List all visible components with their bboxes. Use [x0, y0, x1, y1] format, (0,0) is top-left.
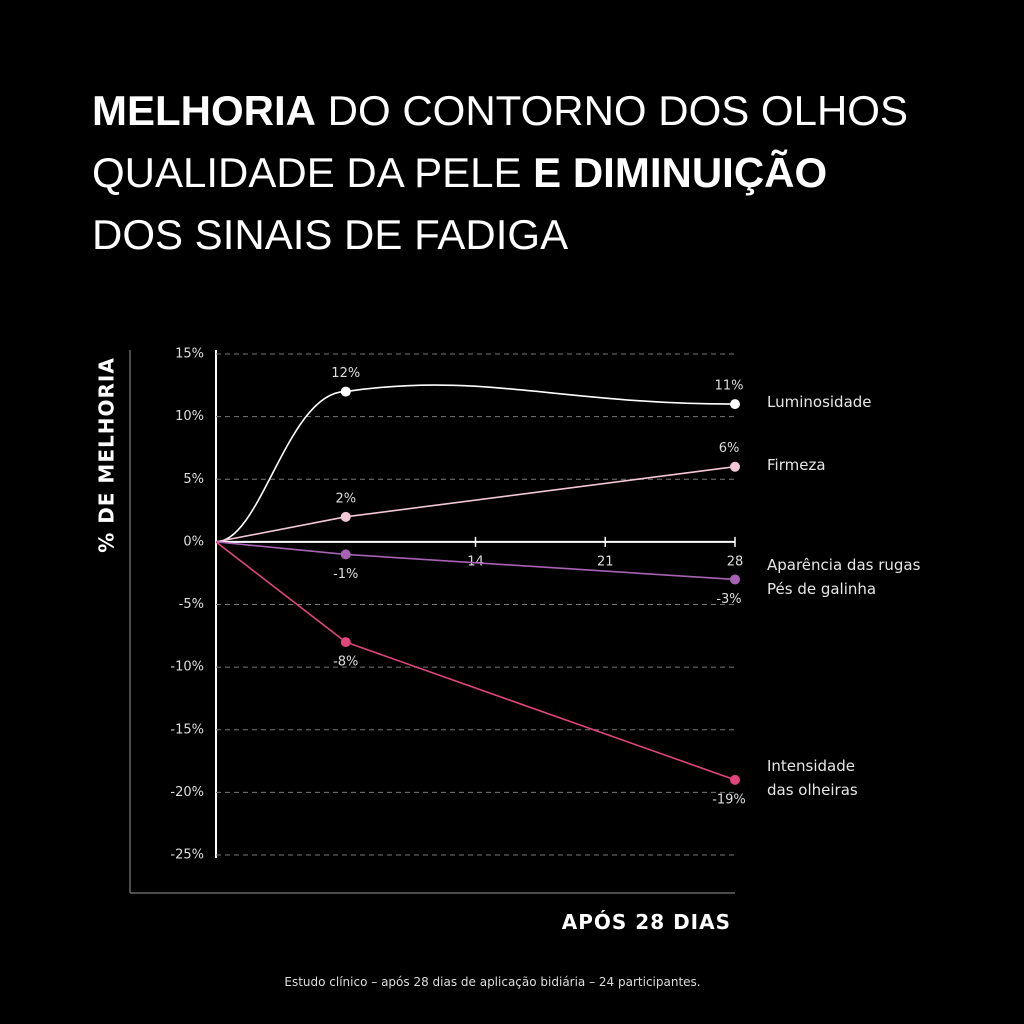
y-tick-label: -15%: [170, 722, 204, 737]
data-point: [730, 574, 740, 585]
title-line: MELHORIA DO CONTORNO DOS OLHOS: [92, 80, 908, 142]
x-tick-label: 21: [597, 554, 614, 569]
legend-label: Luminosidade: [767, 393, 872, 412]
data-label: -3%: [716, 592, 741, 607]
title-part: E DIMINUIÇÃO: [533, 149, 828, 196]
chart-title: MELHORIA DO CONTORNO DOS OLHOS QUALIDADE …: [92, 80, 908, 266]
data-label: 12%: [331, 366, 360, 381]
data-label: 11%: [715, 379, 744, 394]
y-tick-label: 5%: [183, 472, 204, 487]
data-label: 6%: [719, 441, 740, 456]
data-point: [730, 461, 740, 472]
series-line: [215, 541, 736, 781]
y-tick-label: 10%: [175, 409, 204, 424]
y-axis-label: % DE MELHORIA: [95, 357, 119, 553]
title-part: DO CONTORNO DOS OLHOS: [327, 87, 908, 134]
x-axis-label: APÓS 28 DIAS: [561, 910, 731, 934]
x-tick-label: 28: [727, 554, 744, 569]
data-label: 2%: [335, 491, 356, 506]
title-part: DOS SINAIS DE FADIGA: [92, 211, 569, 258]
data-point: [340, 549, 351, 560]
footnote: Estudo clínico – após 28 dias de aplicaç…: [284, 975, 701, 989]
legend-label: Firmeza: [767, 455, 826, 474]
title-line: QUALIDADE DA PELE E DIMINUIÇÃO: [92, 142, 908, 204]
legend-label: Aparência das rugas Pés de galinha: [767, 556, 921, 599]
y-tick-label: -20%: [170, 785, 204, 800]
y-tick-label: 15%: [175, 347, 204, 362]
data-label: -8%: [333, 655, 358, 670]
data-label: -19%: [712, 792, 746, 807]
data-point: [340, 386, 351, 397]
title-part: MELHORIA: [92, 87, 316, 134]
series-line: [215, 465, 736, 543]
title-line: DOS SINAIS DE FADIGA: [92, 204, 908, 266]
data-point: [730, 774, 740, 785]
legend-label: Intensidade das olheiras: [767, 756, 858, 799]
series-line: [215, 384, 736, 543]
y-tick-label: 0%: [183, 534, 204, 549]
data-point: [730, 399, 740, 410]
title-part: QUALIDADE DA PELE: [92, 149, 522, 196]
y-tick-label: -5%: [179, 597, 204, 612]
x-tick-label: 14: [467, 554, 484, 569]
y-tick-label: -10%: [170, 660, 204, 675]
data-point: [340, 511, 351, 522]
y-tick-label: -25%: [170, 848, 204, 863]
data-point: [340, 637, 351, 648]
data-label: -1%: [333, 567, 358, 582]
